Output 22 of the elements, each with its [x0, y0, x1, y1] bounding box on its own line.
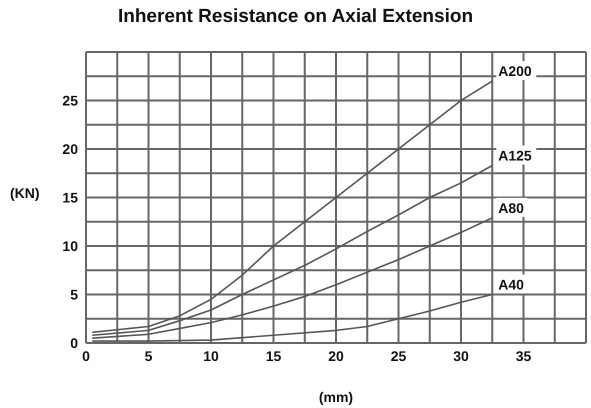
series-label: A200	[498, 63, 532, 80]
x-tick-label: 20	[328, 348, 344, 364]
y-tick-label: 10	[62, 238, 78, 254]
x-tick-label: 30	[453, 348, 469, 364]
x-tick-label: 10	[203, 348, 219, 364]
y-tick-label: 25	[62, 92, 78, 108]
y-tick-label: 0	[70, 334, 78, 351]
x-tick-label: 5	[144, 348, 153, 364]
y-axis-title: (KN)	[10, 185, 40, 201]
y-tick-label: 5	[70, 286, 78, 302]
x-tick-label: 0	[82, 348, 90, 364]
x-tick-label: 35	[516, 348, 532, 364]
y-tick-label: 20	[62, 140, 78, 157]
series-label: A125	[498, 147, 532, 164]
y-tick-label: 15	[62, 189, 78, 206]
x-axis-title: (mm)	[318, 389, 354, 405]
chart-title: Inherent Resistance on Axial Extension	[116, 6, 474, 28]
series-label: A40	[498, 276, 524, 292]
x-tick-label: 15	[266, 348, 282, 364]
x-tick-label: 25	[390, 348, 406, 364]
line-series	[91, 80, 494, 334]
series-label: A80	[498, 200, 524, 216]
